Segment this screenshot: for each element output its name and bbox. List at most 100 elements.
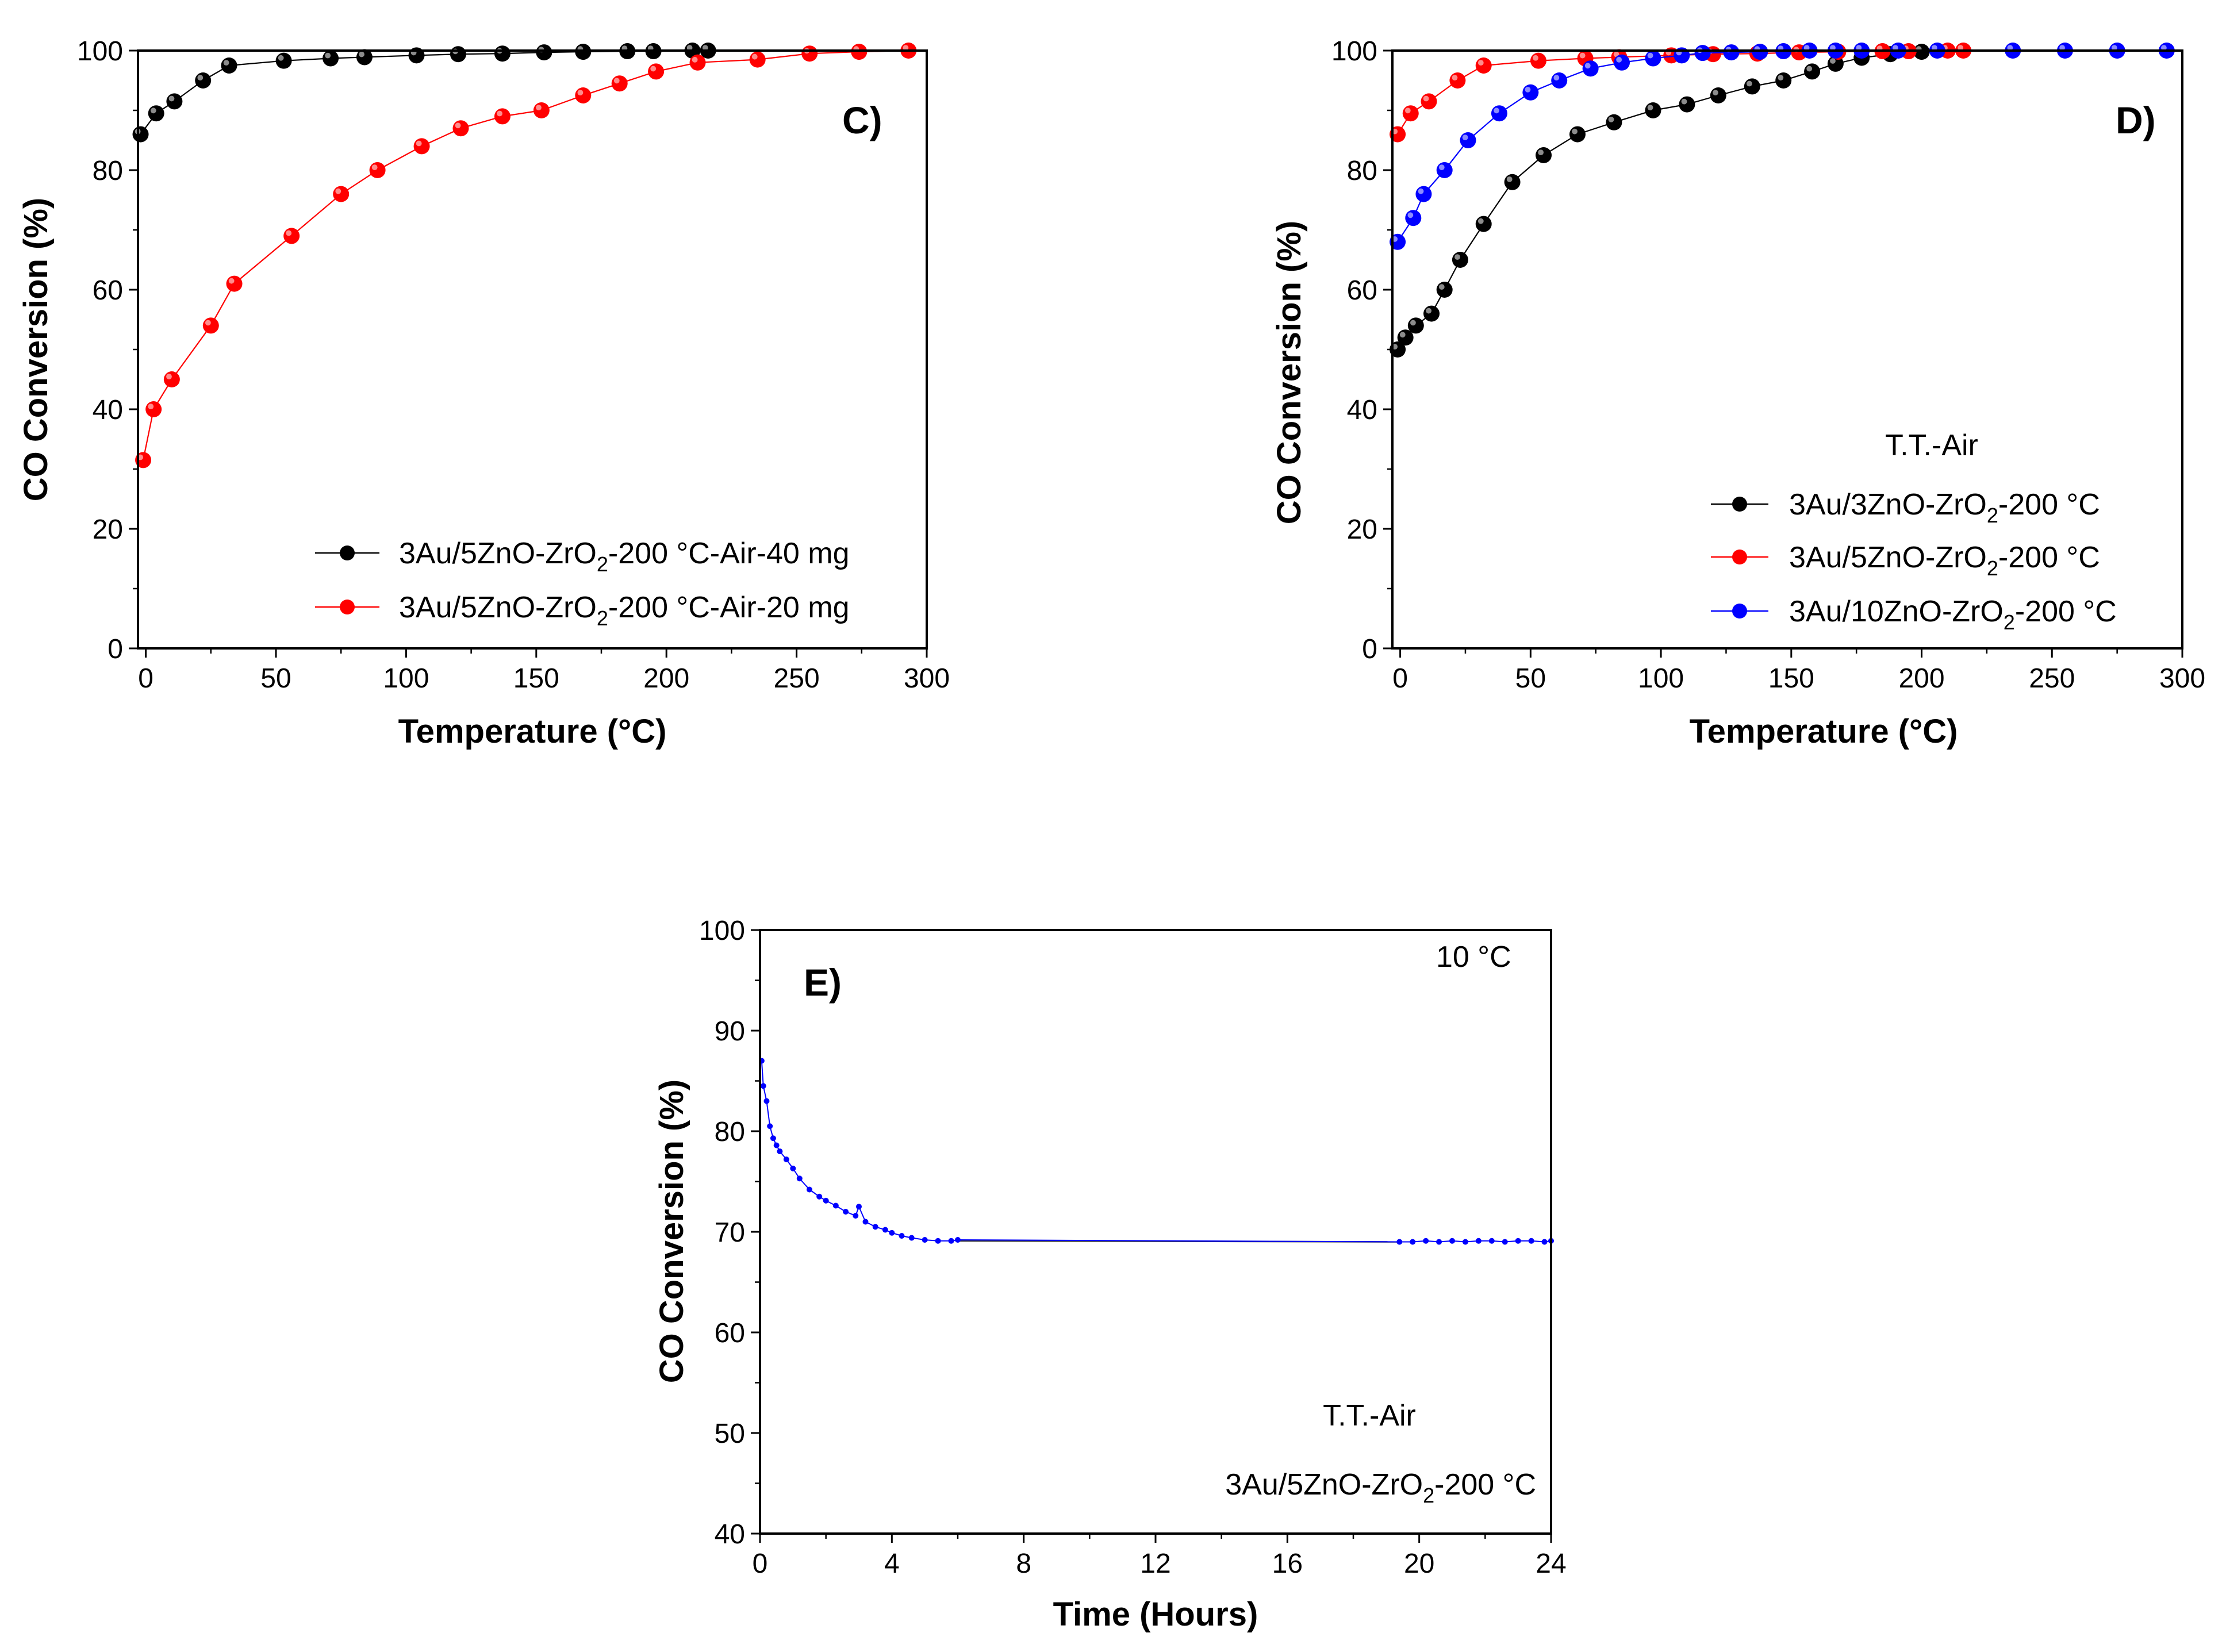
data-point-highlight xyxy=(228,278,235,284)
data-point xyxy=(1491,105,1507,122)
data-point xyxy=(452,120,469,137)
x-tick-label: 24 xyxy=(1536,1549,1566,1579)
data-point-highlight xyxy=(1553,75,1560,81)
data-point xyxy=(1452,252,1468,268)
data-point-highlight xyxy=(702,45,708,51)
data-point-highlight xyxy=(1410,320,1416,326)
legend-label-tail: -200 °C xyxy=(2015,595,2117,628)
data-point xyxy=(202,317,219,334)
data-point xyxy=(148,105,164,122)
data-point xyxy=(575,44,592,60)
x-tick-label: 50 xyxy=(260,663,291,694)
svg-text:3Au/10ZnO-ZrO2-200 °C: 3Au/10ZnO-ZrO2-200 °C xyxy=(1789,595,2117,634)
x-tick-label: 50 xyxy=(1515,663,1546,694)
x-tick-label: 200 xyxy=(1898,663,1944,694)
x-tick-label: 0 xyxy=(753,1549,768,1579)
panel-c-ticks: 0 50 100 150 200 250 300 0 20 40 60 80 100 xyxy=(77,36,950,694)
data-point xyxy=(872,1224,878,1230)
data-point-highlight xyxy=(1399,332,1406,338)
data-point xyxy=(1462,1239,1468,1245)
data-point xyxy=(413,138,430,155)
data-point xyxy=(689,54,706,71)
series-0 xyxy=(132,43,716,143)
data-point xyxy=(882,1227,888,1233)
data-point-highlight xyxy=(2007,45,2013,51)
legend-entry-d-10zno: 3Au/10ZnO-ZrO2-200 °C xyxy=(1711,595,2117,634)
data-point xyxy=(226,275,243,292)
data-point-highlight xyxy=(1647,52,1653,59)
data-point-highlight xyxy=(325,52,331,59)
data-point xyxy=(899,1233,905,1239)
data-point-highlight xyxy=(1494,107,1499,114)
data-point-highlight xyxy=(168,95,175,102)
series-line xyxy=(142,49,909,460)
x-tick-label: 100 xyxy=(1638,663,1684,694)
y-tick-label: 50 xyxy=(715,1419,745,1449)
data-point xyxy=(1436,1239,1442,1245)
panel-c-series-layer xyxy=(132,43,917,468)
data-point-highlight xyxy=(1803,45,1810,51)
x-tick-label: 20 xyxy=(1404,1549,1434,1579)
panel-d-ticks: 0 50 100 150 200 250 300 0 20 40 60 80 100 xyxy=(1331,36,2205,694)
data-point xyxy=(1645,102,1661,118)
data-point-highlight xyxy=(1830,45,1836,51)
data-point xyxy=(955,1237,961,1243)
y-tick-label: 40 xyxy=(1347,395,1377,425)
data-point xyxy=(1460,132,1476,148)
sample-note-tail: -200 °C xyxy=(1434,1468,1536,1501)
data-point-highlight xyxy=(650,66,657,72)
data-point xyxy=(1504,174,1521,190)
legend-label: 3Au/5ZnO-ZrO xyxy=(399,591,597,624)
data-point xyxy=(807,1186,812,1193)
data-point-highlight xyxy=(1778,75,1784,81)
svg-text:3Au/5ZnO-ZrO2-200 °C-Air-20 mg: 3Au/5ZnO-ZrO2-200 °C-Air-20 mg xyxy=(399,591,850,630)
data-point xyxy=(1475,57,1492,74)
data-point xyxy=(1614,54,1630,71)
legend-label-sub: 2 xyxy=(1987,504,1998,527)
legend-marker xyxy=(340,545,355,560)
data-point xyxy=(1569,126,1586,143)
x-tick-label: 0 xyxy=(138,663,153,694)
data-point-highlight xyxy=(1426,308,1432,314)
data-point xyxy=(935,1238,941,1244)
legend-marker xyxy=(1732,497,1747,512)
y-tick-label: 100 xyxy=(699,916,745,946)
data-point xyxy=(749,51,766,68)
data-point-highlight xyxy=(2160,45,2167,51)
data-point xyxy=(760,1083,766,1089)
data-point-highlight xyxy=(577,90,584,96)
data-point xyxy=(1423,1238,1429,1244)
data-point xyxy=(801,45,818,62)
data-point-highlight xyxy=(148,404,154,409)
panel-d-legend: T.T.-Air 3Au/3ZnO-ZrO2-200 °C 3Au/5ZnO-Z… xyxy=(1711,429,2117,634)
data-point xyxy=(790,1165,796,1171)
data-point xyxy=(1536,147,1552,163)
data-point xyxy=(1530,52,1546,69)
y-tick-label: 60 xyxy=(715,1318,745,1349)
y-tick-label: 70 xyxy=(715,1217,745,1248)
data-point xyxy=(323,50,339,67)
data-point xyxy=(1502,1239,1508,1245)
panel-c-legend: 3Au/5ZnO-ZrO2-200 °C-Air-40 mg 3Au/5ZnO-… xyxy=(315,537,850,630)
data-point xyxy=(853,1213,859,1219)
data-point xyxy=(450,46,466,63)
data-point-highlight xyxy=(1462,135,1468,141)
data-point xyxy=(195,72,212,89)
data-point xyxy=(1405,210,1422,226)
data-point-highlight xyxy=(692,57,698,63)
data-point-highlight xyxy=(278,55,284,61)
data-point xyxy=(163,371,180,387)
panel-d-tag: D) xyxy=(2116,99,2156,141)
data-point-highlight xyxy=(1538,149,1544,155)
data-point xyxy=(145,401,162,417)
data-point-highlight xyxy=(1454,254,1460,260)
data-point-highlight xyxy=(2059,45,2065,51)
y-tick-label: 60 xyxy=(1347,275,1377,306)
x-tick-label: 250 xyxy=(2029,663,2075,694)
data-point xyxy=(611,75,628,92)
panel-c-tag: C) xyxy=(842,99,882,141)
data-point-highlight xyxy=(1506,176,1513,182)
data-point xyxy=(1515,1238,1521,1244)
data-point xyxy=(948,1238,954,1244)
